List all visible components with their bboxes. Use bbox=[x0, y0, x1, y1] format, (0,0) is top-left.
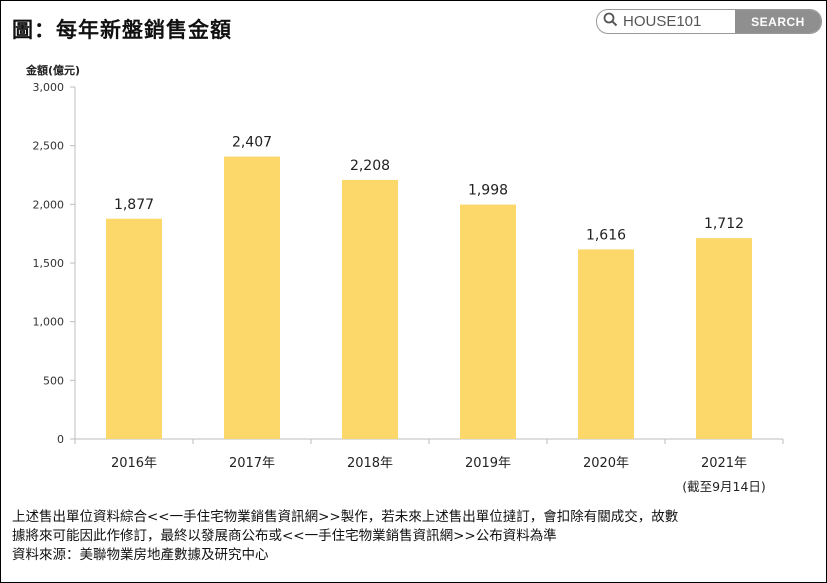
footnote: 上述售出單位資料綜合<<一手住宅物業銷售資訊網>>製作，若未來上述售出單位撻訂，… bbox=[12, 508, 812, 565]
y-tick-label: 2,000 bbox=[33, 198, 65, 211]
data-label: 2,208 bbox=[350, 158, 390, 174]
data-label: 1,877 bbox=[114, 197, 154, 213]
bar-chart: 0 500 1,000 1,500 2,000 2,500 3,000 1,877 2016年 2… bbox=[33, 81, 784, 494]
page-title: 圖：每年新盤銷售金額 bbox=[12, 18, 232, 42]
y-tick-label: 3,000 bbox=[33, 81, 65, 94]
x-tick-label: 2021年 bbox=[701, 456, 747, 471]
x-tick-label: 2020年 bbox=[583, 456, 629, 471]
data-label: 1,616 bbox=[586, 227, 626, 243]
data-label: 2,407 bbox=[232, 135, 272, 151]
bar bbox=[696, 238, 752, 439]
bar bbox=[342, 179, 398, 440]
x-tick-label: 2019年 bbox=[465, 456, 511, 471]
x-tick-label: 2018年 bbox=[347, 456, 393, 471]
bar bbox=[578, 249, 634, 439]
bar bbox=[224, 156, 280, 439]
bar bbox=[460, 204, 516, 439]
search-input[interactable]: HOUSE101 bbox=[597, 10, 735, 33]
data-label: 1,712 bbox=[704, 216, 744, 232]
x-tick-note: (截至9月14日) bbox=[682, 479, 766, 494]
footnote-line-1: 上述售出單位資料綜合<<一手住宅物業銷售資訊網>>製作，若未來上述售出單位撻訂，… bbox=[12, 509, 679, 525]
search-icon bbox=[603, 12, 623, 31]
x-tick-label: 2016年 bbox=[111, 456, 157, 471]
data-label: 1,998 bbox=[468, 183, 508, 199]
search-placeholder: HOUSE101 bbox=[623, 13, 702, 30]
x-tick-label: 2017年 bbox=[229, 456, 275, 471]
y-tick-label: 500 bbox=[43, 374, 64, 387]
footnote-source: 資料來源：美聯物業房地產數據及研究中心 bbox=[12, 547, 269, 563]
bar bbox=[106, 218, 162, 439]
footnote-line-2: 據將來可能因此作修訂，最終以發展商公布或<<一手住宅物業銷售資訊網>>公布資料為… bbox=[12, 528, 557, 544]
y-tick-label: 2,500 bbox=[33, 140, 65, 153]
y-tick-label: 1,000 bbox=[33, 316, 65, 329]
search-button[interactable]: SEARCH bbox=[735, 10, 821, 33]
y-axis-label: 金額(億元) bbox=[26, 64, 81, 77]
search-box[interactable]: HOUSE101 SEARCH bbox=[596, 9, 822, 34]
y-tick-label: 0 bbox=[57, 433, 64, 446]
y-tick-label: 1,500 bbox=[33, 257, 65, 270]
